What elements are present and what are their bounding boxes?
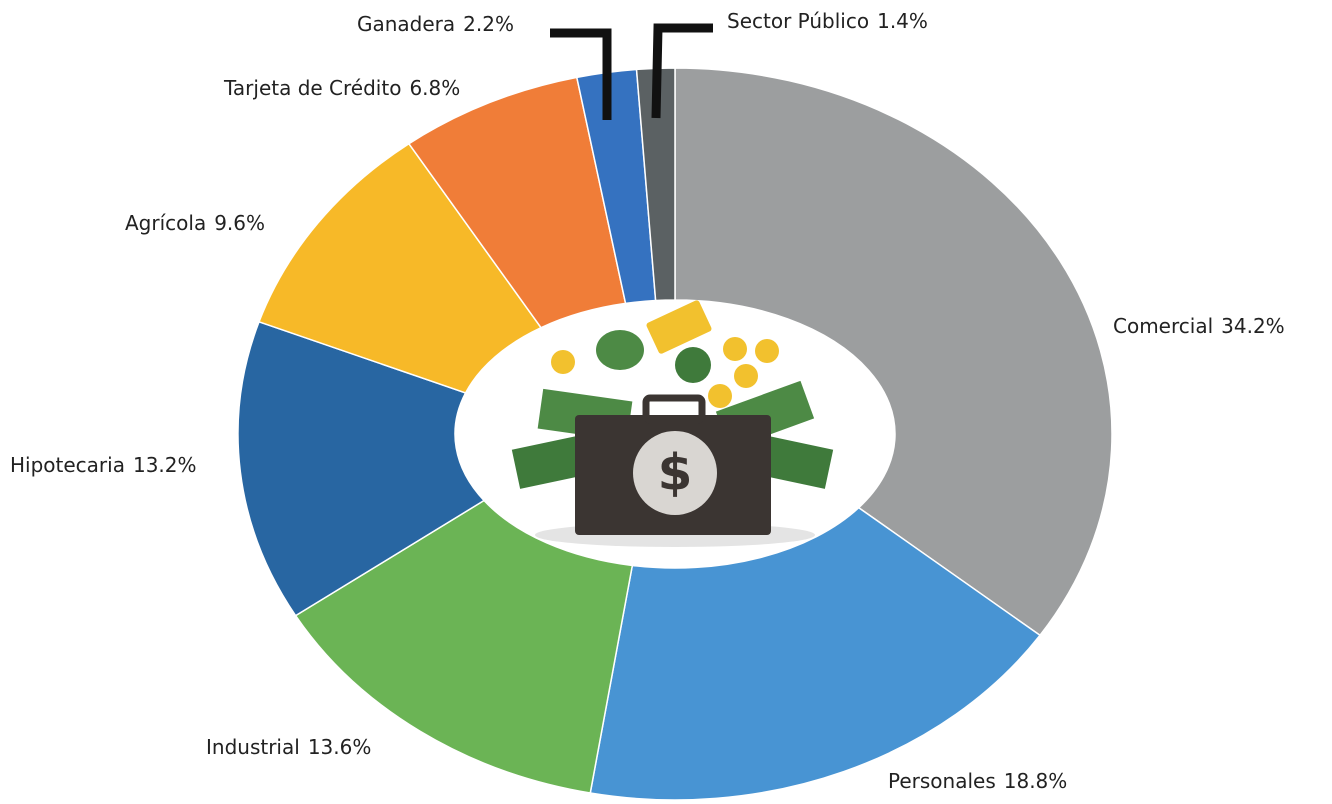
value-label: 9.6% [214, 211, 265, 235]
category-name: Comercial [1113, 314, 1213, 338]
category-name: Personales [888, 769, 996, 793]
category-name: Agrícola [125, 211, 206, 235]
svg-text:$: $ [658, 444, 693, 502]
value-label: 2.2% [463, 12, 514, 36]
segment-label: Ganadera 2.2% [357, 12, 514, 36]
value-label: 34.2% [1221, 314, 1285, 338]
category-name: Hipotecaria [10, 453, 125, 477]
segment-label: Sector Público 1.4% [727, 9, 928, 33]
value-label: 1.4% [877, 9, 928, 33]
segment-label: Personales 18.8% [888, 769, 1067, 793]
segment-label: Tarjeta de Crédito 6.8% [223, 76, 460, 100]
category-name: Sector Público [727, 9, 869, 33]
category-name: Ganadera [357, 12, 455, 36]
category-name: Industrial [206, 735, 300, 759]
value-label: 6.8% [409, 76, 460, 100]
category-name: Tarjeta de Crédito [223, 76, 401, 100]
segment-label: Comercial 34.2% [1113, 314, 1285, 338]
chart: $ Comercial 34.2% Personales 18.8% Industria… [0, 0, 1332, 804]
segment-label: Industrial 13.6% [206, 735, 371, 759]
value-label: 13.2% [133, 453, 197, 477]
value-label: 13.6% [308, 735, 372, 759]
segment-label: Hipotecaria 13.2% [10, 453, 197, 477]
value-label: 18.8% [1004, 769, 1068, 793]
center-icon: $ [512, 299, 833, 547]
segment-label: Agrícola 9.6% [125, 211, 265, 235]
